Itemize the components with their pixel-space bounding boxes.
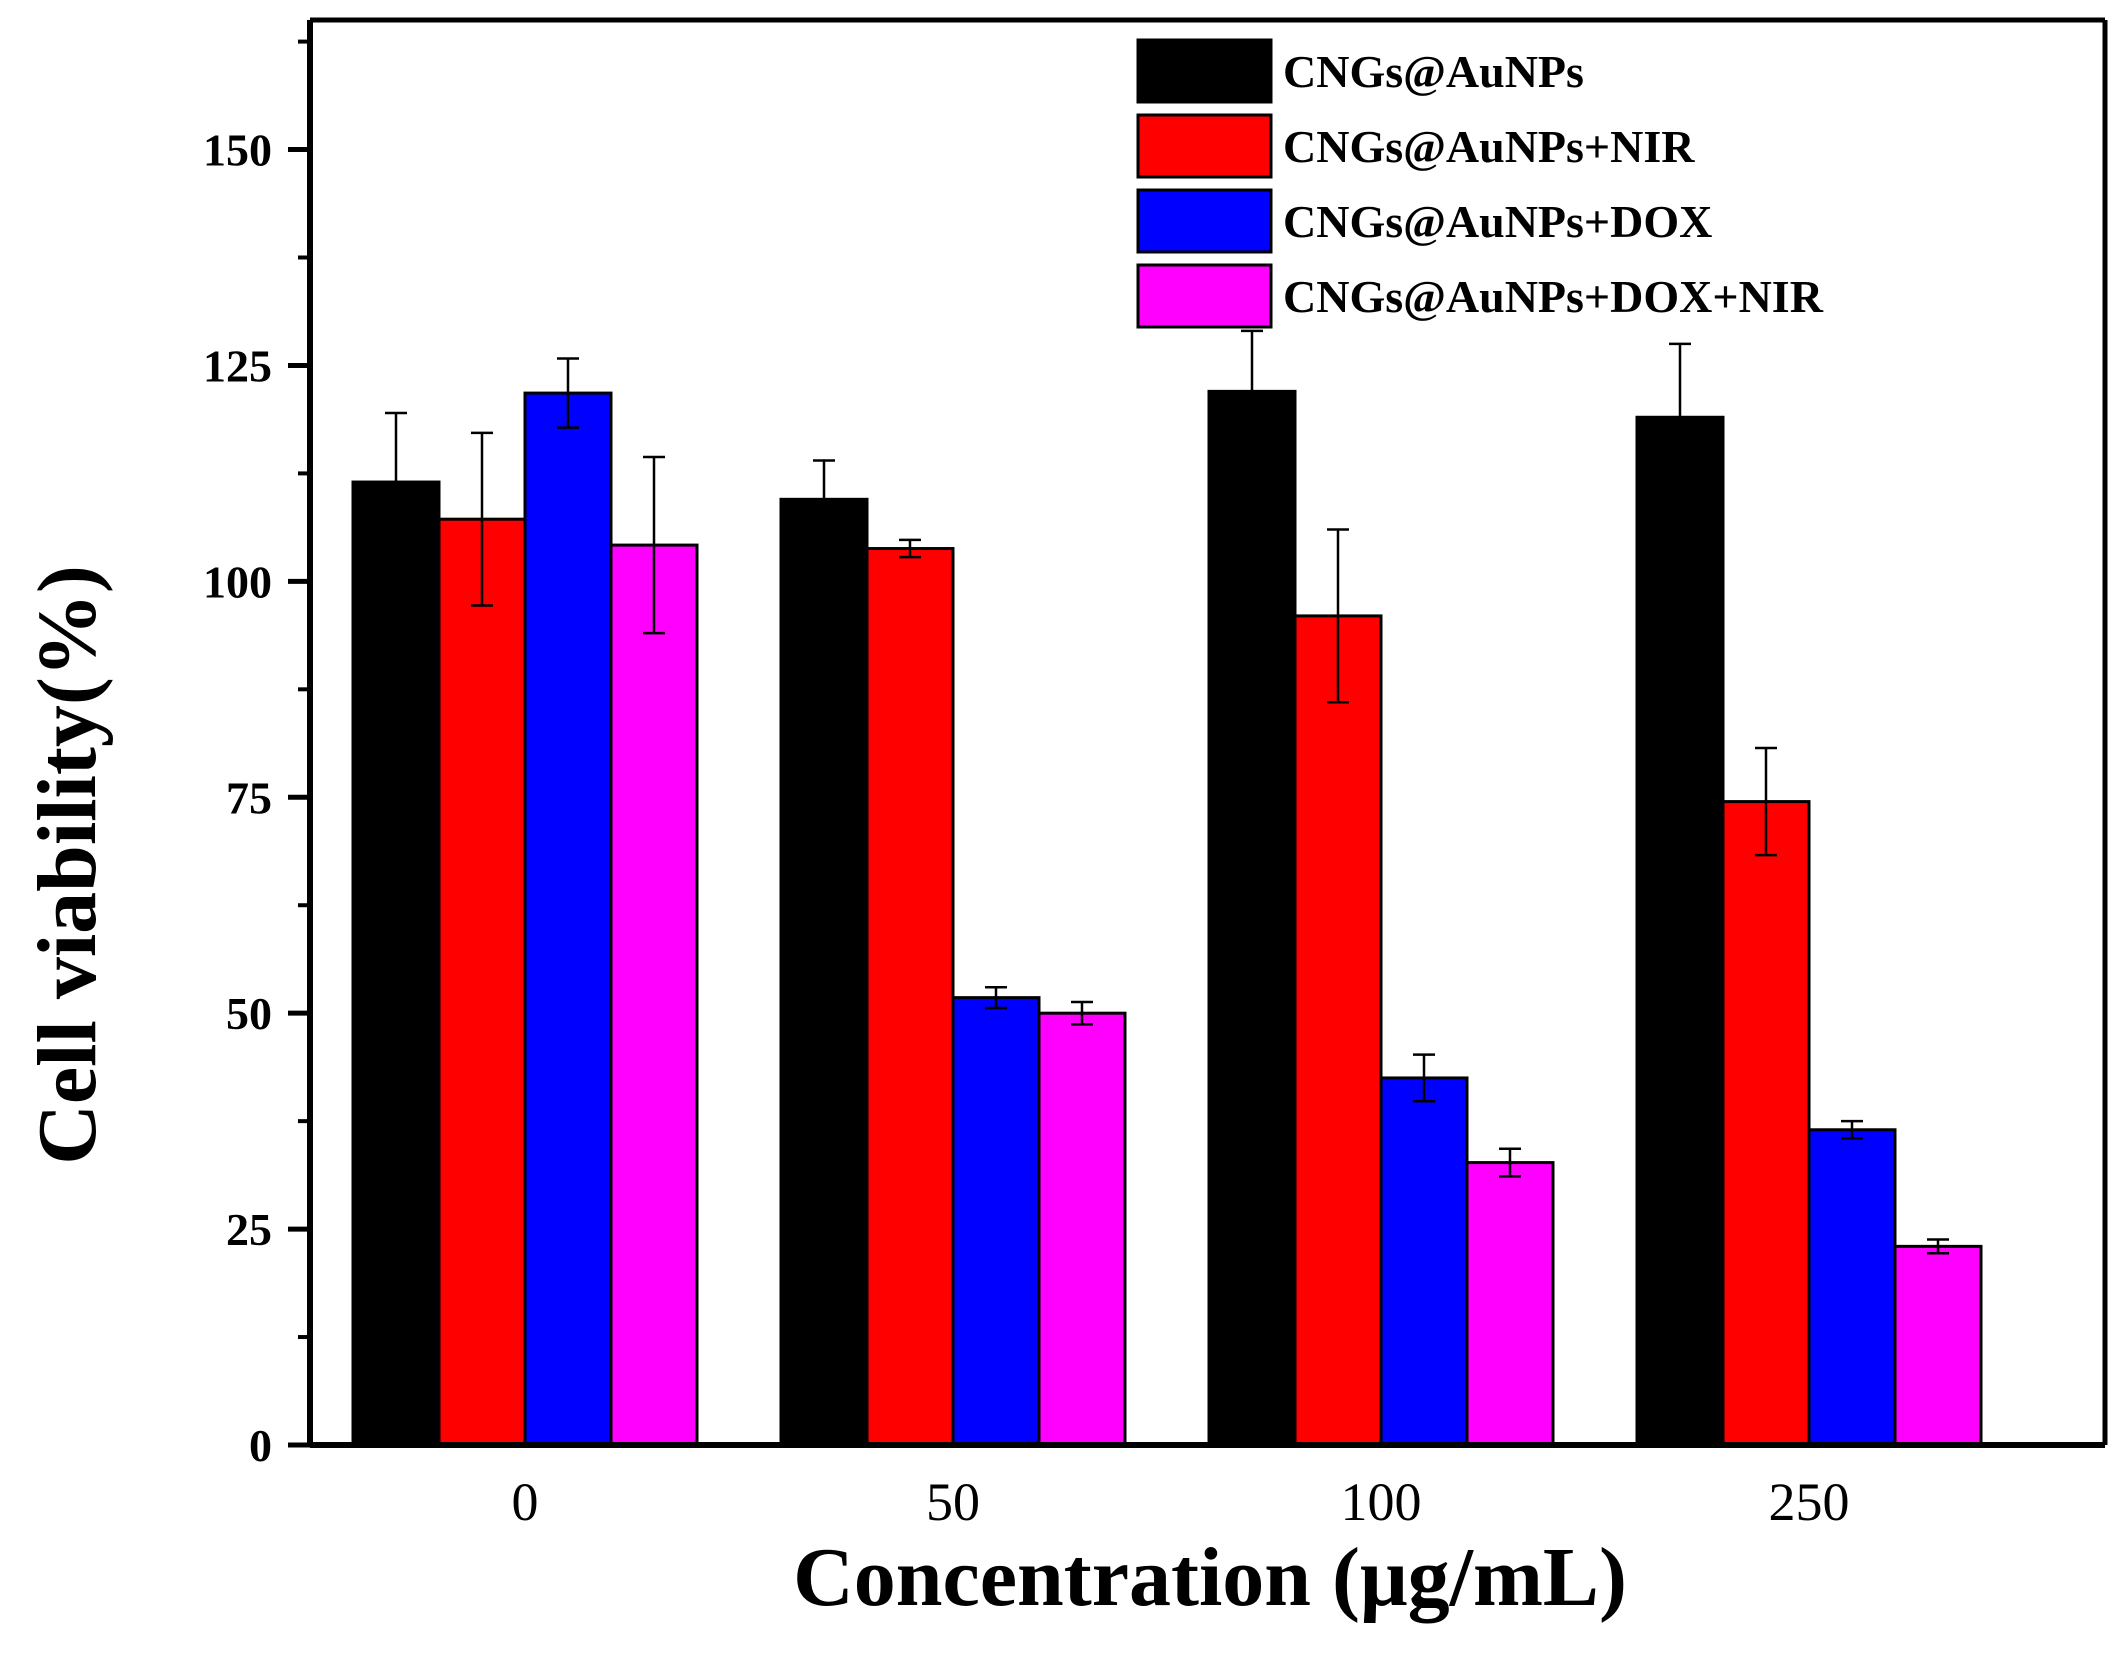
bar bbox=[1721, 800, 1811, 1447]
y-tick-label: 125 bbox=[203, 340, 272, 391]
bar bbox=[1807, 1128, 1897, 1447]
x-tick-label: 250 bbox=[1769, 1472, 1850, 1532]
x-tick-label: 50 bbox=[926, 1472, 980, 1532]
bar bbox=[1037, 1011, 1127, 1447]
y-axis-title: Cell viability(%) bbox=[21, 565, 114, 1165]
x-tick-label: 100 bbox=[1341, 1472, 1422, 1532]
x-axis: 0 50 100 250 bbox=[310, 1442, 2105, 1532]
bar bbox=[1635, 415, 1725, 1447]
bar bbox=[951, 996, 1041, 1447]
bar bbox=[609, 543, 699, 1447]
bars-group bbox=[351, 389, 1983, 1447]
bar bbox=[1893, 1244, 1983, 1447]
bar bbox=[437, 517, 527, 1447]
legend-label: CNGs@AuNPs+DOX+NIR bbox=[1283, 271, 1824, 322]
legend-swatch bbox=[1136, 188, 1273, 254]
y-tick-label: 150 bbox=[203, 125, 272, 176]
legend-swatch bbox=[1136, 38, 1273, 104]
y-axis: 0 25 50 75 100 125 150 bbox=[203, 20, 313, 1471]
y-tick-label: 0 bbox=[249, 1420, 272, 1471]
y-tick-label: 75 bbox=[226, 772, 272, 823]
legend-swatch bbox=[1136, 113, 1273, 179]
bar bbox=[779, 497, 869, 1447]
legend: CNGs@AuNPs CNGs@AuNPs+NIR CNGs@AuNPs+DOX CN… bbox=[1136, 38, 1824, 329]
legend-swatch bbox=[1136, 263, 1273, 329]
bar bbox=[1465, 1161, 1555, 1447]
legend-label: CNGs@AuNPs bbox=[1283, 46, 1584, 97]
bar bbox=[523, 391, 613, 1447]
y-tick-label: 50 bbox=[226, 988, 272, 1039]
plot-frame bbox=[310, 17, 2108, 1445]
y-tick-label: 100 bbox=[203, 556, 272, 607]
x-tick-label: 0 bbox=[512, 1472, 539, 1532]
legend-label: CNGs@AuNPs+NIR bbox=[1283, 121, 1695, 172]
error-bars-group bbox=[385, 329, 1949, 1255]
bar bbox=[1207, 389, 1297, 1447]
bar bbox=[865, 547, 955, 1447]
y-tick-label: 25 bbox=[226, 1204, 272, 1255]
x-axis-title: Concentration (μg/mL) bbox=[793, 1531, 1627, 1624]
bar bbox=[351, 480, 441, 1447]
bar bbox=[1293, 614, 1383, 1447]
bar bbox=[1379, 1076, 1469, 1447]
legend-label: CNGs@AuNPs+DOX bbox=[1283, 196, 1712, 247]
